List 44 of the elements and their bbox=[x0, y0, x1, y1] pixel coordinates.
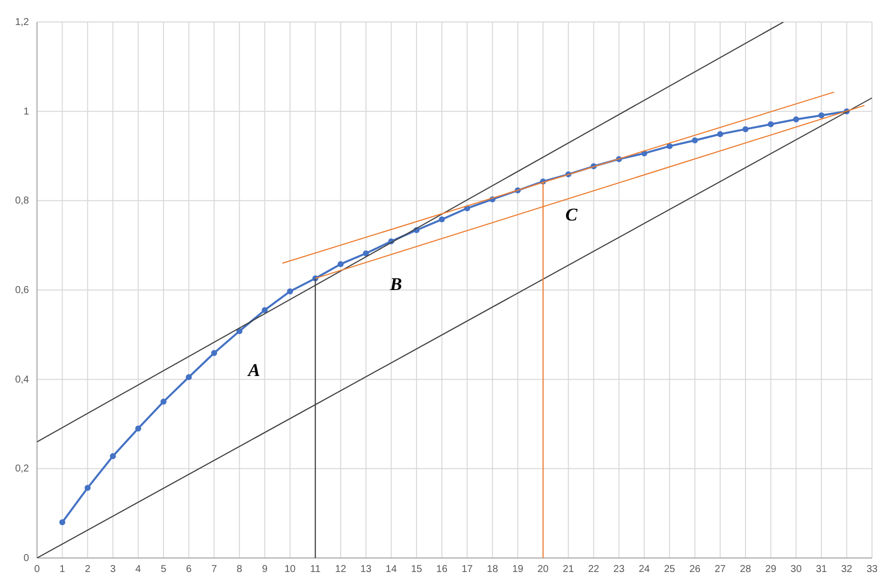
x-tick-label: 32 bbox=[841, 564, 853, 575]
x-tick-label: 29 bbox=[765, 564, 777, 575]
x-tick-label: 15 bbox=[410, 564, 423, 575]
y-tick-label: 1 bbox=[23, 106, 30, 118]
x-tick-label: 4 bbox=[135, 564, 142, 575]
x-tick-label: 0 bbox=[34, 564, 40, 575]
y-tick-label: 0,4 bbox=[15, 374, 30, 386]
y-tick-label: 0 bbox=[23, 553, 30, 564]
x-tick-label: 33 bbox=[866, 564, 878, 575]
x-tick-label: 23 bbox=[613, 564, 625, 575]
x-tick-label: 7 bbox=[211, 564, 218, 575]
x-tick-label: 11 bbox=[310, 564, 321, 575]
x-tick-label: 30 bbox=[790, 564, 802, 575]
x-tick-label: 28 bbox=[740, 564, 752, 575]
y-tick-label: 0,8 bbox=[15, 196, 30, 207]
x-tick-label: 20 bbox=[538, 564, 550, 575]
x-tick-label: 2 bbox=[84, 564, 91, 575]
x-tick-label: 1 bbox=[60, 564, 66, 575]
x-tick-label: 3 bbox=[110, 564, 116, 575]
x-tick-label: 10 bbox=[284, 564, 296, 575]
x-tick-label: 27 bbox=[714, 564, 726, 575]
x-tick-label: 18 bbox=[486, 564, 498, 575]
x-tick-label: 31 bbox=[816, 564, 828, 575]
x-tick-label: 12 bbox=[335, 564, 347, 575]
annotation: A bbox=[247, 360, 260, 380]
x-tick-label: 22 bbox=[588, 564, 600, 575]
x-tick-label: 16 bbox=[436, 564, 448, 575]
x-tick-label: 8 bbox=[236, 564, 243, 575]
x-tick-label: 21 bbox=[562, 564, 574, 575]
annotation: C bbox=[565, 204, 578, 224]
y-tick-label: 1,2 bbox=[15, 17, 30, 28]
x-tick-label: 19 bbox=[512, 564, 524, 575]
y-tick-label: 0,6 bbox=[15, 285, 30, 296]
x-tick-label: 5 bbox=[160, 564, 167, 575]
x-tick-label: 13 bbox=[360, 564, 372, 575]
annotation: B bbox=[389, 274, 402, 294]
x-tick-label: 25 bbox=[664, 564, 676, 575]
x-tick-label: 17 bbox=[462, 564, 474, 575]
x-tick-label: 14 bbox=[386, 564, 398, 575]
x-tick-label: 9 bbox=[262, 564, 268, 575]
x-tick-label: 6 bbox=[186, 564, 192, 575]
x-tick-label: 26 bbox=[689, 564, 701, 575]
x-tick-label: 24 bbox=[638, 564, 650, 575]
y-tick-label: 0,2 bbox=[15, 464, 30, 475]
